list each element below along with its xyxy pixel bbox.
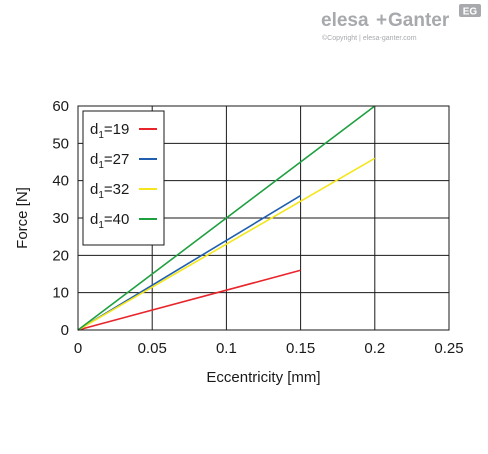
x-tick-label: 0.1 xyxy=(216,340,237,357)
x-axis-label: Eccentricity [mm] xyxy=(206,369,320,386)
brand-name-part1: elesa xyxy=(321,10,369,31)
y-tick-label: 20 xyxy=(52,247,69,264)
legend-label: d1=19 xyxy=(90,121,129,141)
x-tick-label: 0 xyxy=(74,340,82,357)
y-tick-label: 40 xyxy=(52,173,69,190)
series-line-d1=19 xyxy=(77,269,301,331)
legend-box xyxy=(82,110,165,246)
brand-logo: elesa + Ganter EG ©Copyright | elesa-gan… xyxy=(321,4,481,42)
series-line-d1=32 xyxy=(77,157,376,331)
brand-badge-box xyxy=(459,4,481,17)
legend: d1=19 d1=27 d1=32 d1=40 xyxy=(82,110,165,246)
y-tick-label: 0 xyxy=(61,322,69,339)
y-tick-label: 60 xyxy=(52,98,69,115)
x-tick-label: 0.2 xyxy=(364,340,385,357)
brand-plus: + xyxy=(376,10,387,31)
legend-label: d1=32 xyxy=(90,181,129,201)
brand-badge: EG xyxy=(463,7,478,18)
y-tick-label: 10 xyxy=(52,285,69,302)
series-line-d1=27 xyxy=(77,194,302,331)
x-tick-label: 0.25 xyxy=(434,340,463,357)
y-axis-label: Force [N] xyxy=(14,187,31,249)
brand-name-part2: Ganter xyxy=(388,10,450,31)
legend-label: d1=40 xyxy=(90,211,129,231)
plot-frame xyxy=(77,105,450,331)
series-lines xyxy=(77,105,376,331)
legend-label: d1=27 xyxy=(90,151,129,171)
x-tick-label: 0.05 xyxy=(138,340,167,357)
x-tick-label: 0.15 xyxy=(286,340,315,357)
y-tick-label: 30 xyxy=(52,210,69,227)
y-tick-label: 50 xyxy=(52,135,69,152)
series-line-d1=40 xyxy=(77,105,376,331)
brand-copyright: ©Copyright | elesa-ganter.com xyxy=(322,34,417,42)
tick-labels: 0 0.05 0.1 0.15 0.2 0.25 0 10 20 30 40 50 60 xyxy=(52,98,463,357)
